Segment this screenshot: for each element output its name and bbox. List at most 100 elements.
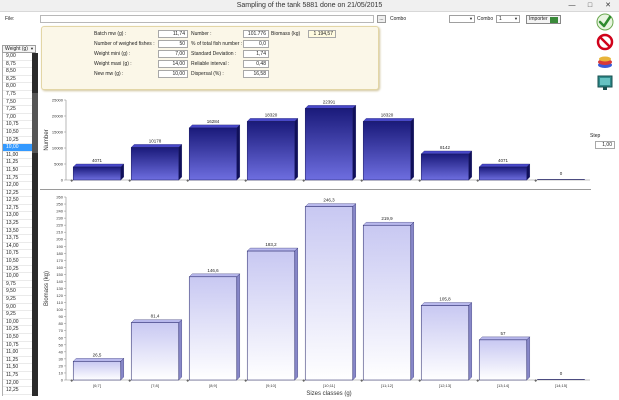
weight-list-item[interactable]: 9,00 bbox=[3, 304, 32, 312]
weight-list-item[interactable]: 11,25 bbox=[3, 357, 32, 365]
bar-value-label: 4071 bbox=[92, 158, 103, 163]
weight-list-item[interactable]: 12,00 bbox=[3, 182, 32, 190]
bar[interactable] bbox=[420, 153, 470, 181]
file-input[interactable] bbox=[40, 15, 374, 23]
weight-list-item[interactable]: 10,75 bbox=[3, 121, 32, 129]
weight-list-item[interactable]: 12,50 bbox=[3, 197, 32, 205]
weight-list-item[interactable]: 10,25 bbox=[3, 137, 32, 145]
y-tick-label: 80 bbox=[59, 321, 64, 326]
weight-list-item[interactable]: 7,50 bbox=[3, 99, 32, 107]
y-tick-label: 240 bbox=[56, 209, 63, 214]
new-mw-value[interactable]: 10,00 bbox=[158, 70, 188, 78]
browse-button[interactable]: ... bbox=[377, 15, 386, 23]
weight-list-item[interactable]: 10,25 bbox=[3, 326, 32, 334]
x-tick-label: [6;7[ bbox=[93, 383, 102, 388]
weight-list-item[interactable]: 10,50 bbox=[3, 129, 32, 137]
weight-list-item[interactable]: 9,25 bbox=[3, 296, 32, 304]
weight-list-item[interactable]: 8,25 bbox=[3, 76, 32, 84]
weight-list-item[interactable]: 8,50 bbox=[3, 68, 32, 76]
weight-list-item[interactable]: 10,50 bbox=[3, 334, 32, 342]
weight-list-item[interactable]: 11,00 bbox=[3, 349, 32, 357]
weight-list-item[interactable]: 10,50 bbox=[3, 258, 32, 266]
bar-base-marker: ◆ bbox=[360, 179, 364, 183]
bar[interactable] bbox=[304, 108, 354, 181]
weight-list-item[interactable]: 14,00 bbox=[3, 243, 32, 251]
bar[interactable] bbox=[362, 224, 412, 381]
weight-list-item[interactable]: 8,75 bbox=[3, 61, 32, 69]
bar[interactable] bbox=[420, 305, 470, 381]
step-input[interactable]: 1,00 bbox=[595, 141, 615, 149]
combo-select-2[interactable]: 1 ▼ bbox=[496, 15, 520, 23]
bar[interactable] bbox=[478, 166, 528, 181]
bar[interactable] bbox=[246, 121, 296, 181]
weight-list-item[interactable]: 10,25 bbox=[3, 266, 32, 274]
weight-list-item[interactable]: 9,00 bbox=[3, 53, 32, 61]
bar[interactable] bbox=[72, 166, 122, 181]
weight-list-item[interactable]: 7,75 bbox=[3, 91, 32, 99]
weight-list-item[interactable]: 9,75 bbox=[3, 281, 32, 289]
close-button[interactable]: ✕ bbox=[605, 2, 611, 9]
cancel-icon[interactable] bbox=[596, 33, 614, 51]
weight-list-item[interactable]: 7,00 bbox=[3, 114, 32, 122]
scrollbar-thumb[interactable] bbox=[32, 93, 38, 153]
import-button[interactable]: Importer bbox=[526, 15, 561, 24]
y-tick-label: 110 bbox=[57, 300, 64, 305]
weight-list-item[interactable]: 9,25 bbox=[3, 311, 32, 319]
bar[interactable] bbox=[188, 127, 238, 181]
bar-value-label: 246,3 bbox=[323, 198, 335, 203]
bar[interactable] bbox=[362, 121, 412, 181]
maximize-button[interactable]: □ bbox=[587, 2, 593, 9]
bar-base-marker: ◆ bbox=[534, 179, 538, 183]
weight-list-item[interactable]: 8,00 bbox=[3, 83, 32, 91]
bar-side bbox=[468, 150, 472, 181]
weight-list-item[interactable]: 10,00 bbox=[3, 319, 32, 327]
weight-list-item[interactable]: 13,25 bbox=[3, 220, 32, 228]
bar-top bbox=[188, 273, 241, 277]
weight-list-item[interactable]: 12,25 bbox=[3, 190, 32, 198]
weight-list-item[interactable]: 12,00 bbox=[3, 380, 32, 388]
bar-side bbox=[352, 203, 356, 381]
weight-list-item[interactable]: 11,25 bbox=[3, 159, 32, 167]
bar[interactable] bbox=[130, 147, 180, 181]
bar[interactable] bbox=[478, 339, 528, 381]
weight-list-header[interactable]: Weight (g) ▼ bbox=[2, 45, 36, 53]
layers-icon[interactable] bbox=[596, 53, 614, 71]
weight-list-item[interactable]: 13,50 bbox=[3, 228, 32, 236]
y-tick-label: 260 bbox=[56, 195, 63, 200]
title-bar: Sampling of the tank 5881 done on 21/05/… bbox=[0, 0, 619, 12]
bar-side bbox=[178, 144, 182, 181]
stats-panel: Batch mw (g) : 11,74 Number of weighed f… bbox=[41, 26, 379, 90]
weight-list-item[interactable]: 10,75 bbox=[3, 250, 32, 259]
combo-select-1[interactable]: ▼ bbox=[449, 15, 475, 23]
weight-list-item[interactable]: 12,25 bbox=[3, 387, 32, 395]
weight-list-scrollbar[interactable] bbox=[32, 53, 38, 396]
weight-list-item[interactable]: 10,00 bbox=[3, 273, 32, 281]
monitor-icon[interactable] bbox=[596, 74, 614, 92]
bar[interactable] bbox=[246, 250, 296, 381]
bar[interactable] bbox=[72, 361, 122, 381]
weight-list-item[interactable]: 13,75 bbox=[3, 235, 32, 243]
check-icon[interactable] bbox=[596, 13, 614, 31]
x-tick-label: [8;9[ bbox=[209, 383, 218, 388]
weight-list-item[interactable]: 11,00 bbox=[3, 152, 32, 160]
weight-list-item[interactable]: 13,00 bbox=[3, 212, 32, 221]
bar[interactable] bbox=[130, 322, 180, 381]
weight-list[interactable]: 9,00 8,75 8,50 8,25 8,00 7,75 7,50 7,25 7,00 10,7… bbox=[2, 53, 32, 396]
weight-list-item[interactable]: 12,75 bbox=[3, 205, 32, 213]
weight-list-item[interactable]: 11,50 bbox=[3, 167, 32, 175]
bar[interactable] bbox=[304, 206, 354, 381]
bar[interactable] bbox=[188, 276, 238, 381]
weight-list-item[interactable]: 10,75 bbox=[3, 342, 32, 350]
y-tick-label: 170 bbox=[56, 258, 63, 263]
weight-list-item[interactable]: 7,25 bbox=[3, 106, 32, 114]
weight-list-item[interactable]: 11,75 bbox=[3, 372, 32, 380]
bar-value-label: 146,6 bbox=[207, 268, 219, 273]
toolbar: File: ... Combo ▼ Combo 1 ▼ Importer bbox=[0, 13, 619, 25]
weight-list-item[interactable]: 11,50 bbox=[3, 364, 32, 372]
combo-2-value: 1 bbox=[499, 16, 502, 22]
weight-list-item[interactable]: 10,00 bbox=[3, 144, 32, 152]
weight-list-item[interactable]: 11,75 bbox=[3, 175, 32, 183]
minimize-button[interactable]: — bbox=[568, 2, 576, 9]
weight-list-item[interactable]: 9,50 bbox=[3, 288, 32, 296]
weighed-fishes-value: 50 bbox=[158, 40, 188, 48]
